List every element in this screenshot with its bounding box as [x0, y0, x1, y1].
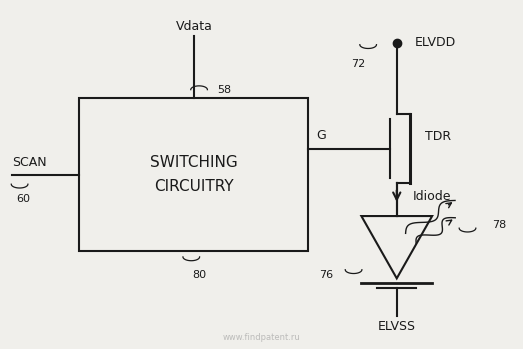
Text: TDR: TDR: [425, 130, 451, 143]
Text: Idiode: Idiode: [412, 190, 451, 203]
Text: Vdata: Vdata: [175, 20, 212, 32]
Text: 60: 60: [16, 194, 30, 203]
Text: 76: 76: [319, 270, 333, 280]
Bar: [79, 98, 309, 251]
Text: www.findpatent.ru: www.findpatent.ru: [223, 333, 300, 342]
Text: 78: 78: [492, 220, 506, 230]
Text: G: G: [316, 129, 326, 142]
Text: SCAN: SCAN: [12, 156, 47, 169]
Text: ELVSS: ELVSS: [378, 320, 416, 333]
Text: SWITCHING
CIRCUITRY: SWITCHING CIRCUITRY: [150, 155, 238, 194]
Text: 80: 80: [192, 270, 206, 280]
Text: 72: 72: [350, 59, 365, 68]
Text: 58: 58: [217, 85, 231, 95]
Text: ELVDD: ELVDD: [415, 36, 456, 50]
